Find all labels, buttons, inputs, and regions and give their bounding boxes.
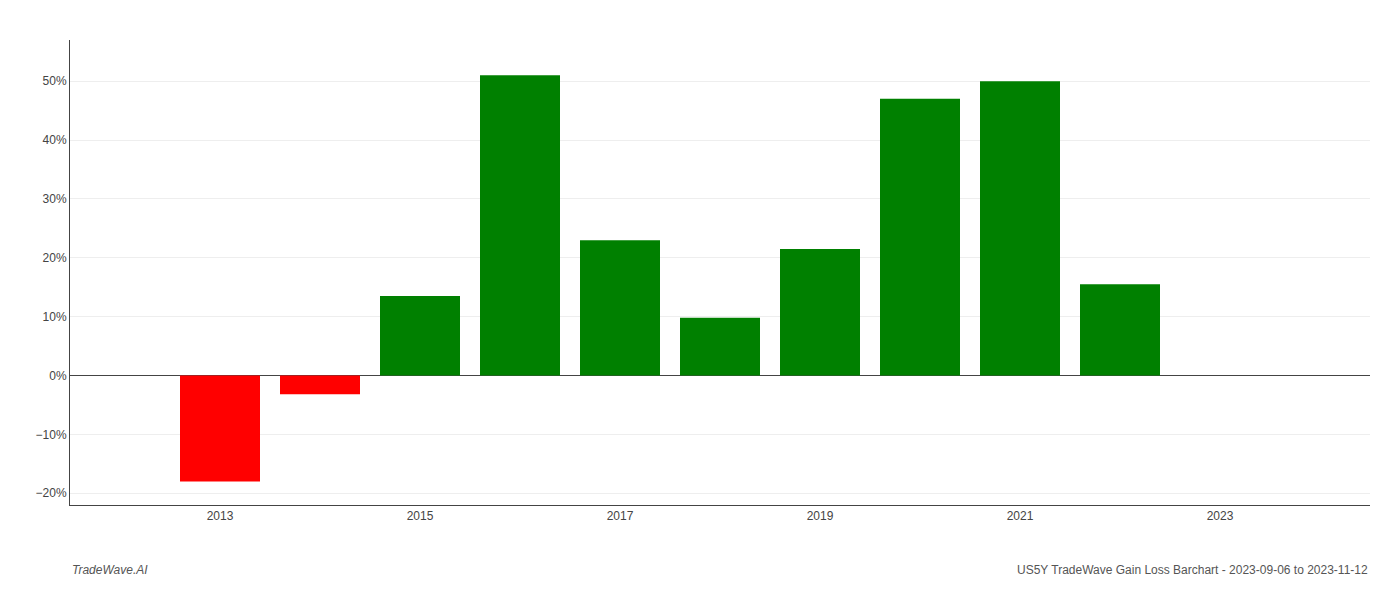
svg-text:US5Y TradeWave Gain Loss Barch: US5Y TradeWave Gain Loss Barchart - 2023… [1017, 563, 1368, 577]
svg-text:20%: 20% [43, 251, 67, 265]
svg-text:2021: 2021 [1007, 509, 1034, 523]
svg-text:2017: 2017 [607, 509, 634, 523]
svg-text:50%: 50% [43, 74, 67, 88]
svg-text:2013: 2013 [207, 509, 234, 523]
svg-text:−20%: −20% [36, 486, 67, 500]
svg-text:2015: 2015 [407, 509, 434, 523]
svg-text:2019: 2019 [807, 509, 834, 523]
svg-text:TradeWave.AI: TradeWave.AI [72, 563, 148, 577]
svg-text:10%: 10% [43, 310, 67, 324]
svg-text:0%: 0% [49, 369, 67, 383]
svg-text:−10%: −10% [36, 428, 67, 442]
svg-text:30%: 30% [43, 192, 67, 206]
svg-text:40%: 40% [43, 133, 67, 147]
svg-text:2023: 2023 [1207, 509, 1234, 523]
